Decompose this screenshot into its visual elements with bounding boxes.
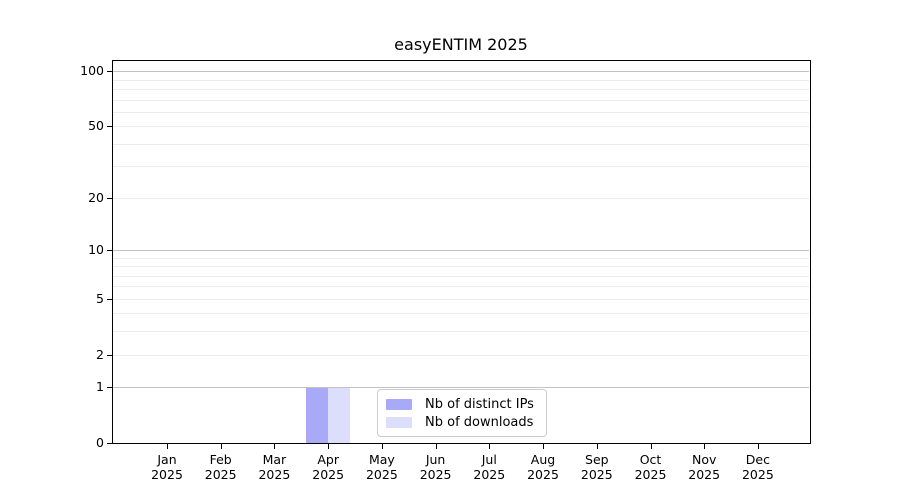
- y-tick-2: [107, 354, 112, 356]
- gridline-minor-4: [113, 313, 809, 315]
- gridline-major-10: [113, 249, 809, 251]
- y-tick-label-0: 0: [96, 435, 104, 450]
- y-tick-20: [107, 197, 112, 199]
- x-tick-label-month: Oct: [639, 452, 662, 467]
- gridline-major-1: [113, 387, 809, 389]
- gridline-minor-60: [113, 111, 809, 113]
- x-tick-label-month: Apr: [317, 452, 339, 467]
- x-tick-label-month: Sep: [585, 452, 609, 467]
- legend-swatch-distinct-ips: [386, 398, 412, 410]
- x-tick-jul: [489, 444, 491, 449]
- y-tick-100: [107, 71, 112, 73]
- x-tick-label-jun: Jun 2025: [404, 452, 468, 482]
- y-tick-50: [107, 126, 112, 128]
- x-tick-label-month: Jun: [425, 452, 446, 467]
- x-tick-label-dec: Dec 2025: [726, 452, 790, 482]
- x-tick-feb: [220, 444, 222, 449]
- gridline-minor-2: [113, 354, 809, 356]
- x-tick-label-mar: Mar 2025: [242, 452, 306, 482]
- chart-title: easyENTIM 2025: [394, 35, 528, 54]
- x-tick-label-year: 2025: [365, 467, 398, 482]
- bar-nb-of-downloads-apr: [328, 387, 351, 443]
- x-tick-label-month: Jan: [157, 452, 177, 467]
- x-tick-label-year: 2025: [151, 467, 183, 482]
- x-tick-nov: [704, 444, 706, 449]
- gridline-minor-5: [113, 298, 809, 300]
- bar-nb-of-distinct-ips-apr: [305, 387, 329, 443]
- x-tick-jan: [167, 444, 168, 449]
- x-tick-label-jan: Jan 2025: [135, 452, 199, 482]
- gridline-minor-70: [113, 99, 809, 101]
- y-tick-10: [107, 249, 112, 251]
- legend-label-downloads: Nb of downloads: [425, 414, 534, 430]
- legend: Nb of distinct IPs Nb of downloads: [377, 389, 547, 437]
- gridline-minor-80: [113, 88, 809, 90]
- x-tick-label-aug: Aug 2025: [511, 452, 575, 482]
- x-tick-label-month: May: [368, 452, 395, 467]
- x-tick-label-year: 2025: [419, 467, 452, 482]
- gridline-minor-50: [113, 126, 809, 128]
- legend-swatch-downloads: [386, 416, 412, 428]
- x-tick-label-feb: Feb 2025: [189, 452, 253, 482]
- x-tick-label-nov: Nov 2025: [672, 452, 736, 482]
- gridline-minor-9: [113, 257, 809, 259]
- gridline-minor-30: [113, 166, 809, 168]
- x-tick-label-year: 2025: [258, 467, 291, 482]
- y-tick-1: [107, 387, 112, 389]
- x-tick-label-year: 2025: [688, 467, 721, 482]
- x-tick-label-month: Nov: [691, 452, 717, 467]
- x-tick-label-jul: Jul 2025: [457, 452, 521, 482]
- x-tick-label-sep: Sep 2025: [565, 452, 629, 482]
- x-tick-mar: [274, 444, 276, 449]
- x-tick-label-year: 2025: [312, 467, 345, 482]
- x-tick-label-apr: Apr 2025: [296, 452, 360, 482]
- x-tick-label-month: Jul: [481, 452, 497, 467]
- x-tick-apr: [328, 444, 330, 449]
- y-tick-5: [107, 298, 112, 300]
- gridline-minor-20: [113, 197, 809, 199]
- x-tick-aug: [543, 444, 544, 449]
- x-tick-label-year: 2025: [473, 467, 506, 482]
- x-tick-label-year: 2025: [527, 467, 559, 482]
- x-tick-sep: [596, 444, 598, 449]
- gridline-major-100: [113, 71, 809, 73]
- gridline-minor-8: [113, 266, 809, 267]
- x-tick-label-year: 2025: [204, 467, 237, 482]
- gridline-minor-6: [113, 286, 809, 288]
- legend-label-distinct-ips: Nb of distinct IPs: [425, 396, 534, 412]
- y-tick-label-2: 2: [96, 346, 104, 362]
- x-tick-label-month: Mar: [262, 452, 287, 467]
- gridline-minor-40: [113, 143, 809, 145]
- x-tick-may: [381, 444, 383, 449]
- y-tick-label-1: 1: [96, 379, 104, 395]
- y-tick-label-50: 50: [88, 118, 104, 134]
- x-tick-oct: [650, 444, 652, 449]
- x-tick-label-year: 2025: [580, 467, 613, 482]
- x-tick-label-oct: Oct 2025: [619, 452, 683, 482]
- x-tick-label-month: Aug: [530, 452, 556, 467]
- y-tick-label-10: 10: [88, 241, 104, 257]
- y-tick-label-5: 5: [96, 290, 104, 306]
- x-tick-dec: [757, 444, 759, 449]
- gridline-minor-7: [113, 275, 809, 277]
- y-tick-0: [107, 443, 112, 444]
- x-tick-label-year: 2025: [634, 467, 667, 482]
- x-tick-label-month: Feb: [209, 452, 232, 467]
- y-tick-label-100: 100: [80, 63, 104, 79]
- x-tick-jun: [435, 444, 437, 449]
- legend-item-distinct-ips: Nb of distinct IPs: [386, 397, 538, 412]
- x-tick-label-may: May 2025: [350, 452, 414, 482]
- gridline-minor-90: [113, 79, 809, 81]
- gridline-minor-3: [113, 331, 809, 333]
- legend-item-downloads: Nb of downloads: [386, 415, 538, 430]
- y-tick-label-20: 20: [88, 189, 104, 205]
- x-tick-label-year: 2025: [741, 467, 774, 482]
- x-tick-label-month: Dec: [745, 452, 770, 467]
